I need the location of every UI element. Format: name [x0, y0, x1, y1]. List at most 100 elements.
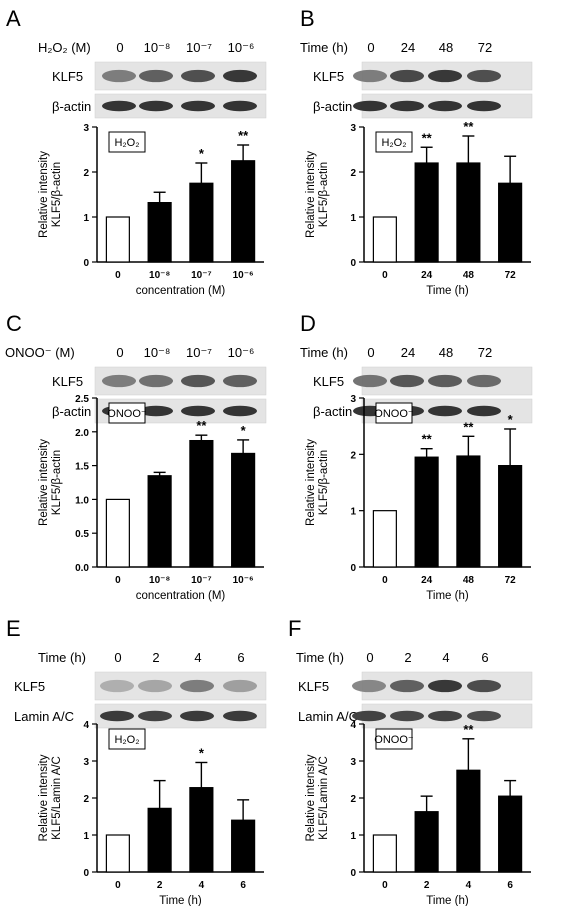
blot-band — [138, 710, 172, 722]
bar — [414, 811, 439, 873]
blot-band — [223, 679, 257, 693]
significance-marker: * — [199, 745, 205, 760]
significance-marker: * — [199, 146, 205, 161]
y-tick-label: 4 — [83, 720, 89, 731]
x-tick-label: 0 — [115, 575, 121, 586]
inset-box — [375, 728, 413, 750]
blot-band — [223, 405, 257, 417]
blot-column-label: 0 — [116, 345, 123, 360]
significance-marker: ** — [463, 722, 474, 737]
blot-column-label: 6 — [481, 650, 488, 665]
x-tick-label: 10⁻⁷ — [191, 270, 212, 281]
inset-box — [375, 402, 413, 424]
y-axis-label: Relative intensity — [38, 754, 50, 841]
blot-band — [139, 374, 173, 388]
x-tick-label: 10⁻⁶ — [233, 270, 254, 281]
bar — [189, 182, 214, 263]
blot-band — [223, 374, 257, 388]
x-axis-label: concentration (M) — [136, 285, 226, 297]
inset-box — [108, 728, 146, 750]
bar — [189, 787, 214, 873]
panel-letter: B — [300, 6, 315, 31]
blot-band — [100, 679, 134, 693]
blot-band — [102, 100, 136, 112]
blot-band — [467, 405, 501, 417]
x-tick-label: 10⁻⁶ — [233, 575, 254, 586]
x-tick-label: 24 — [421, 270, 433, 281]
blot-column-label: 10⁻⁶ — [228, 40, 255, 55]
x-axis-label: Time (h) — [426, 285, 469, 297]
bar — [372, 834, 397, 873]
y-tick-label: 0 — [83, 258, 89, 269]
blot-band — [428, 374, 462, 388]
y-tick-label: 0 — [83, 868, 89, 879]
blot-header-label: Time (h) — [38, 650, 86, 665]
panel-letter: A — [6, 6, 21, 31]
blot-column-label: 72 — [478, 345, 492, 360]
inset-box — [108, 402, 146, 424]
x-tick-label: 48 — [463, 575, 475, 586]
y-axis-label: Relative intensity — [38, 151, 50, 238]
bar — [372, 510, 397, 568]
blot-band — [181, 405, 215, 417]
blot-band — [390, 710, 424, 722]
blot-band — [100, 710, 134, 722]
blot-band — [428, 405, 462, 417]
y-axis-label: KLF5/β-actin — [318, 450, 330, 515]
bar — [147, 475, 172, 568]
significance-marker: ** — [463, 119, 474, 134]
x-tick-label: 4 — [199, 880, 205, 891]
y-axis-label: KLF5/β-actin — [318, 162, 330, 227]
blot-band — [352, 710, 386, 722]
blot-column-label: 0 — [367, 40, 374, 55]
blot-row-label: KLF5 — [52, 374, 83, 389]
bar — [456, 769, 481, 873]
x-tick-label: 72 — [505, 270, 517, 281]
inset-box — [375, 131, 413, 153]
blot-band — [467, 100, 501, 112]
panel-e: E Time (h) 0 2 4 6 KLF5 Lamin A/C 0 1 2 3 4 0 2 * 4 6 H₂O₂… — [6, 616, 267, 906]
blot-band — [353, 100, 387, 112]
y-tick-label: 2 — [83, 794, 89, 805]
x-tick-label: 6 — [240, 880, 246, 891]
y-tick-label: 0.0 — [75, 563, 89, 574]
blot-band — [223, 710, 257, 722]
bar — [147, 202, 172, 263]
panel-c: C ONOO⁻ (M) 0 10⁻⁸ 10⁻⁷ 10⁻⁶ KLF5 β-actin 0.0 0.5… — [5, 311, 267, 602]
blot-column-label: 2 — [404, 650, 411, 665]
panel-letter: C — [6, 311, 22, 336]
y-tick-label: 2 — [350, 168, 356, 179]
treatment-inset: H₂O₂ — [375, 131, 413, 153]
significance-marker: ** — [422, 130, 433, 145]
blot-row-label: KLF5 — [298, 679, 329, 694]
y-tick-label: 3 — [83, 757, 89, 768]
blot-band — [223, 69, 257, 83]
bar — [189, 439, 214, 568]
blot-band — [139, 100, 173, 112]
blot-column-label: 4 — [194, 650, 201, 665]
bar — [414, 162, 439, 263]
x-tick-label: 6 — [507, 880, 513, 891]
blot-column-label: 72 — [478, 40, 492, 55]
y-tick-label: 1.5 — [75, 462, 89, 473]
significance-marker: ** — [463, 419, 474, 434]
bar — [105, 834, 130, 873]
x-axis-label: Time (h) — [426, 895, 469, 906]
y-tick-label: 3 — [350, 757, 356, 768]
y-tick-label: 3 — [83, 123, 89, 134]
y-axis-label: Relative intensity — [305, 151, 317, 238]
inset-label: ONOO⁻ — [374, 408, 414, 420]
blot-row-label: β-actin — [313, 99, 352, 114]
y-tick-label: 3 — [350, 123, 356, 134]
blot-band — [390, 69, 424, 83]
blot-row-label: β-actin — [313, 404, 352, 419]
significance-marker: * — [241, 423, 247, 438]
x-tick-label: 24 — [421, 575, 433, 586]
x-tick-label: 0 — [382, 880, 388, 891]
blot-band — [353, 374, 387, 388]
blot-band — [102, 69, 136, 83]
x-tick-label: 0 — [115, 270, 121, 281]
blot-band — [428, 69, 462, 83]
x-axis-label: Time (h) — [426, 590, 469, 602]
